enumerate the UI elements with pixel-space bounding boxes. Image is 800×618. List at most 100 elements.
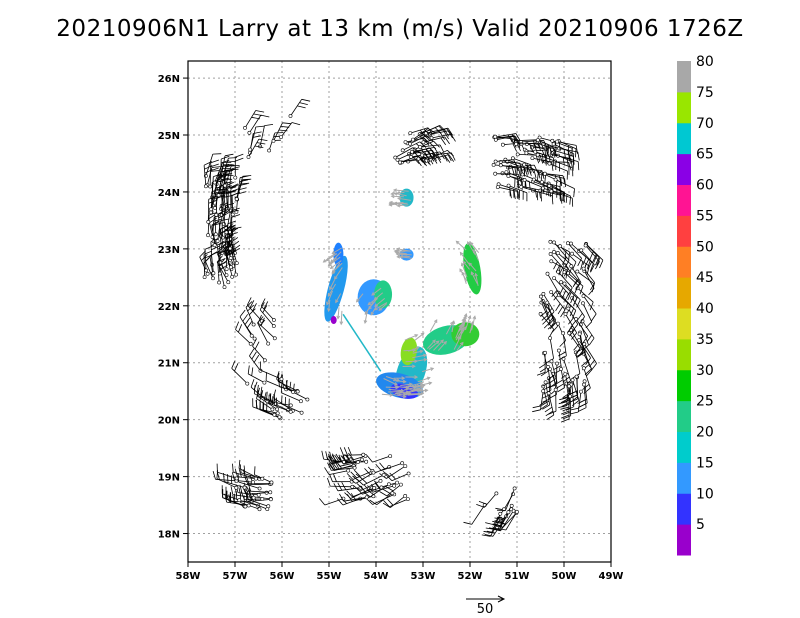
wind-vector <box>412 350 423 354</box>
chart-title: 20210906N1 Larry at 13 km (m/s) Valid 20… <box>56 16 744 42</box>
barb-station-dot <box>243 126 247 130</box>
barb-station-dot <box>581 366 586 371</box>
wind-vector <box>468 262 477 272</box>
barb-station-dot <box>212 243 217 248</box>
vector-arrowhead <box>396 196 402 201</box>
barb-station-dot <box>515 152 520 157</box>
barb-station-dot <box>552 249 556 254</box>
barb-station-dot <box>555 361 559 366</box>
wind-barb <box>231 360 248 384</box>
vector-arrowhead <box>467 241 471 246</box>
wind-barb <box>423 136 450 146</box>
lat-lon-grid <box>188 61 611 562</box>
barb-station-dot <box>242 485 247 490</box>
barb-station-dot <box>530 156 535 161</box>
barb-station-dot <box>491 162 496 167</box>
barb-station-dot <box>552 240 556 245</box>
barb-station-dot <box>553 177 558 182</box>
barb-station-dot <box>203 184 208 189</box>
barb-station-dot <box>537 135 542 140</box>
wind-barb <box>583 295 597 322</box>
wind-vector <box>395 251 407 255</box>
colorbar-label: 30 <box>696 363 714 379</box>
colorbar-swatch <box>677 61 691 93</box>
wind-barb <box>430 154 455 163</box>
barb-station-dot <box>418 145 423 149</box>
wind-barb <box>562 396 572 420</box>
wind-barb <box>570 265 582 290</box>
barb-station-dot <box>500 142 505 147</box>
barb-station-dot <box>393 155 398 160</box>
barb-station-dot <box>581 294 586 298</box>
barb-station-dot <box>406 471 411 476</box>
vector-arrowhead <box>440 339 444 344</box>
barb-station-dot <box>265 507 270 512</box>
wind-barb <box>348 472 374 484</box>
wind-barb <box>578 339 591 366</box>
vector-arrowhead <box>396 254 401 259</box>
lon-tick-label: 51W <box>505 571 530 582</box>
wind-barb <box>318 498 344 506</box>
longitude-axis: 58W 57W 56W 55W 54W 53W 52W 51W 50W 49W <box>176 562 623 582</box>
wind-barb <box>346 469 373 480</box>
vector-arrowhead <box>462 260 467 265</box>
vector-arrowhead <box>322 259 327 263</box>
barb-station-dot <box>540 180 544 185</box>
barb-station-dot <box>230 212 235 217</box>
wind-barb <box>247 365 265 383</box>
colorbar-label: 65 <box>696 147 714 163</box>
barb-station-dot <box>224 267 229 272</box>
wind-vector <box>391 195 404 198</box>
wind-barb <box>339 493 367 502</box>
vector-arrowhead <box>388 202 393 207</box>
wind-barb <box>569 391 582 415</box>
barb-station-dot <box>566 306 571 311</box>
colorbar-swatch <box>677 462 691 494</box>
barb-station-dot <box>500 171 505 176</box>
barb-station-dot <box>269 480 274 485</box>
colorbar-label: 45 <box>696 270 714 286</box>
wind-barb <box>495 135 520 144</box>
vector-arrowhead <box>401 376 406 381</box>
barb-station-dot <box>209 207 213 212</box>
wind-vector <box>417 377 430 383</box>
barb-station-dot <box>378 478 383 483</box>
wind-barb <box>239 309 253 336</box>
barb-station-dot <box>566 241 570 246</box>
wind-barb <box>577 271 595 293</box>
barb-station-dot <box>403 464 408 469</box>
barb-station-dot <box>216 193 221 198</box>
wind-barb <box>531 147 558 157</box>
wind-barb <box>338 454 367 464</box>
wind-barb <box>532 391 544 413</box>
wind-barb <box>564 283 581 308</box>
barb-station-dot <box>256 492 261 497</box>
vector-arrowhead <box>392 201 397 206</box>
barb-station-dot <box>549 189 554 194</box>
barb-station-dot <box>543 171 547 176</box>
barb-station-dot <box>409 154 413 159</box>
wind-vector <box>411 382 423 386</box>
wind-vector <box>451 321 455 333</box>
barb-station-dot <box>395 480 400 485</box>
vector-arrowhead <box>472 315 477 320</box>
barb-station-dot <box>553 387 558 392</box>
barb-station-dot <box>536 138 540 143</box>
vector-arrowhead <box>420 388 425 393</box>
wind-barb <box>230 237 241 264</box>
barb-station-dot <box>549 359 554 364</box>
wind-vector <box>331 262 341 275</box>
wind-barb <box>369 492 393 506</box>
wind-barb <box>570 379 580 407</box>
wind-barb <box>521 186 542 202</box>
vector-arrowhead <box>329 265 334 270</box>
barb-station-dot <box>545 271 550 276</box>
wind-barb <box>557 141 578 154</box>
barb-station-dot <box>350 484 355 489</box>
wind-vector <box>445 321 454 335</box>
colorbar-swatch <box>677 122 691 155</box>
wind-barb <box>583 268 596 291</box>
wind-barb <box>577 384 587 412</box>
wind-vector <box>327 283 337 297</box>
wind-barb <box>366 494 395 505</box>
